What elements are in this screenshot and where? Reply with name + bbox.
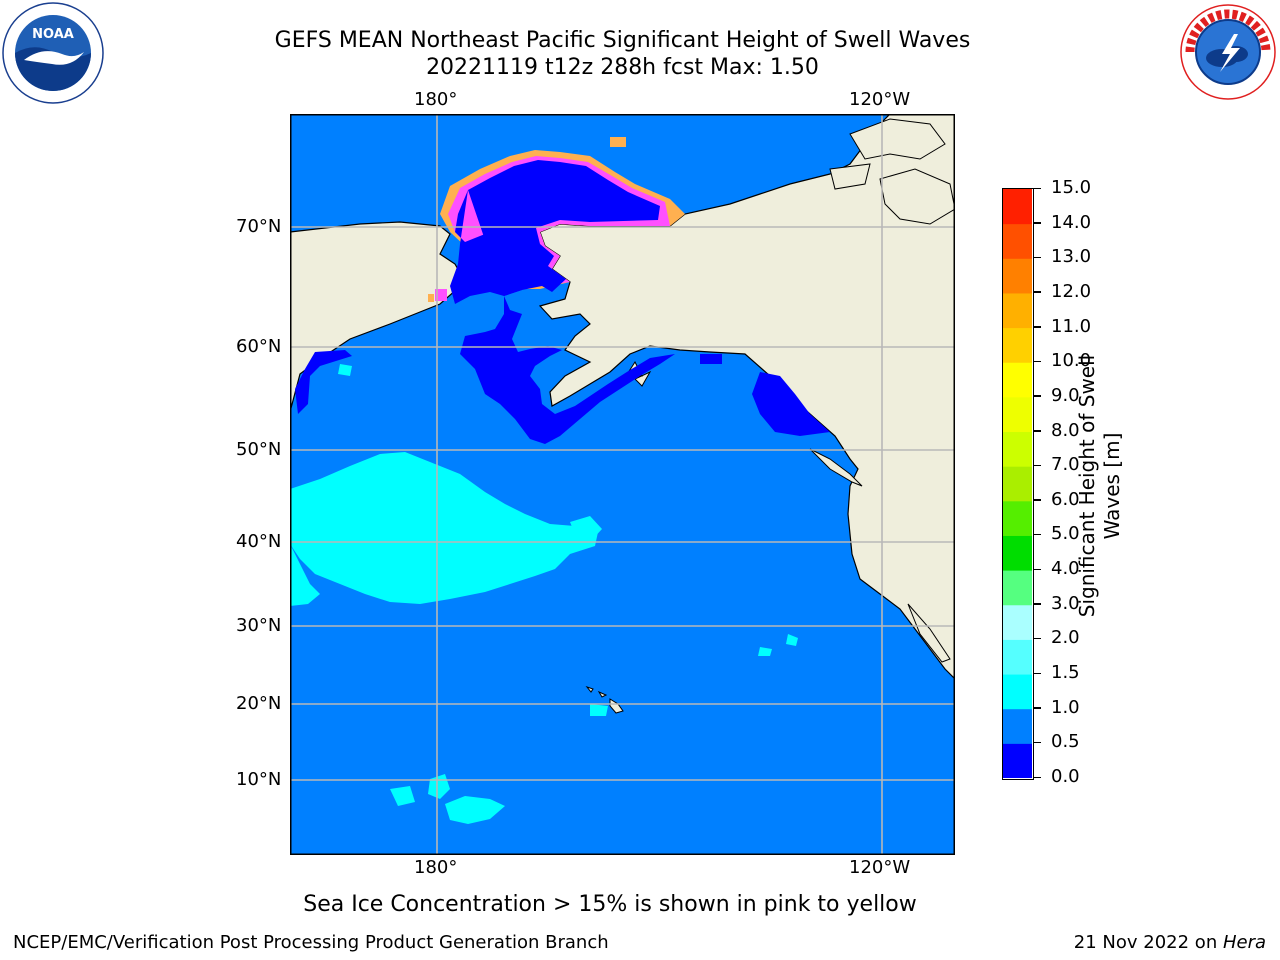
lat-tick-10n: 10°N bbox=[236, 769, 282, 790]
lon-tick-top-120w: 120°W bbox=[849, 89, 911, 110]
colorbar-swatch-0 bbox=[1003, 743, 1032, 779]
colorbar-tick-label: 1.0 bbox=[1051, 696, 1080, 718]
colorbar-tick-mark bbox=[1034, 256, 1041, 259]
colorbar-tick-label: 12.0 bbox=[1051, 280, 1092, 302]
land-masses bbox=[289, 113, 956, 714]
colorbar-swatch-7 bbox=[1003, 500, 1032, 536]
lat-tick-20n: 20°N bbox=[236, 693, 282, 714]
colorbar-tick-label: 0.5 bbox=[1051, 731, 1080, 753]
colorbar-tick-mark bbox=[1034, 395, 1041, 397]
map-frame bbox=[290, 114, 955, 855]
colorbar-swatch-1 bbox=[1003, 708, 1032, 744]
colorbar-swatch-14 bbox=[1003, 258, 1032, 294]
colorbar-tick-mark bbox=[1034, 776, 1041, 778]
lat-tick-40n: 40°N bbox=[236, 531, 282, 552]
colorbar-tick-label: 0.0 bbox=[1051, 766, 1080, 787]
lon-tick-bottom-120w: 120°W bbox=[849, 857, 911, 878]
swell-field-0-0.5 bbox=[295, 160, 830, 444]
colorbar-ticks: 15.0 14.0 13.0 12.0 11.0 10.0 9.0 8.0 7.0 6.0 5.0 4… bbox=[1034, 177, 1104, 790]
colorbar-tick-mark bbox=[1034, 637, 1041, 640]
colorbar-tick-label: 14.0 bbox=[1051, 211, 1092, 233]
colorbar-tick-label: 8.0 bbox=[1051, 419, 1080, 441]
footer-producer: NCEP/EMC/Verification Post Processing Pr… bbox=[13, 932, 609, 953]
colorbar-label-line1: Significant Height of Swell bbox=[1075, 354, 1099, 618]
colorbar-swatch-3 bbox=[1003, 639, 1032, 675]
colorbar-tick-label: 2.0 bbox=[1051, 627, 1080, 649]
colorbar-tick-mark bbox=[1034, 464, 1041, 467]
colorbar-tick-mark bbox=[1034, 603, 1041, 605]
colorbar-tick-mark bbox=[1034, 291, 1041, 293]
colorbar-swatch-4 bbox=[1003, 604, 1032, 640]
footer-date-text: 21 Nov 2022 on bbox=[1073, 932, 1223, 953]
colorbar-tick-mark bbox=[1034, 672, 1041, 675]
sea-ice-caption: Sea Ice Concentration > 15% is shown in … bbox=[303, 892, 917, 917]
footer-date: 21 Nov 2022 on Hera bbox=[1074, 932, 1266, 954]
colorbar-tick-mark bbox=[1034, 360, 1041, 363]
colorbar-swatch-6 bbox=[1003, 535, 1032, 571]
colorbar-tick-label: 6.0 bbox=[1051, 488, 1080, 510]
nws-logo bbox=[1178, 2, 1278, 102]
colorbar-tick-label: 11.0 bbox=[1051, 315, 1092, 337]
chart-subtitle: 20221119 t12z 288h fcst Max: 1.50 bbox=[426, 55, 819, 80]
lat-tick-70n: 70°N bbox=[236, 216, 282, 237]
graticule bbox=[290, 114, 955, 855]
colorbar-swatch-10 bbox=[1003, 396, 1032, 433]
colorbar-tick-mark bbox=[1034, 326, 1041, 328]
colorbar-swatch-9 bbox=[1003, 431, 1032, 467]
colorbar-swatch-8 bbox=[1003, 466, 1032, 502]
colorbar-tick-mark bbox=[1034, 499, 1041, 501]
colorbar-tick-mark bbox=[1034, 741, 1041, 744]
lat-tick-60n: 60°N bbox=[236, 336, 282, 357]
colorbar-tick-label: 1.5 bbox=[1051, 662, 1080, 684]
colorbar-swatch-16 bbox=[1003, 189, 1032, 225]
swell-field-1.0-1.5 bbox=[290, 364, 798, 824]
colorbar-tick-label: 13.0 bbox=[1051, 246, 1092, 268]
map-panel bbox=[289, 113, 956, 855]
colorbar-swatch-11 bbox=[1003, 362, 1032, 398]
colorbar-tick-mark bbox=[1034, 568, 1041, 571]
colorbar-swatch-5 bbox=[1003, 570, 1032, 606]
colorbar-tick-label: 4.0 bbox=[1051, 558, 1080, 580]
colorbar-label-line2: Waves [m] bbox=[1100, 432, 1124, 540]
lon-tick-top-180: 180° bbox=[414, 89, 458, 110]
chart-title: GEFS MEAN Northeast Pacific Significant … bbox=[274, 28, 971, 53]
colorbar-tick-mark bbox=[1034, 430, 1041, 432]
footer-machine: Hera bbox=[1222, 932, 1266, 953]
noaa-logo: NOAA bbox=[2, 2, 104, 104]
lon-tick-bottom-180: 180° bbox=[414, 857, 458, 878]
colorbar-swatch-12 bbox=[1003, 327, 1032, 363]
colorbar-swatches bbox=[1003, 189, 1032, 779]
colorbar-tick-label: 9.0 bbox=[1051, 384, 1080, 406]
colorbar-swatch-15 bbox=[1003, 223, 1032, 259]
colorbar-tick-label: 7.0 bbox=[1051, 454, 1080, 476]
colorbar-tick-label: 3.0 bbox=[1051, 592, 1080, 614]
lat-tick-50n: 50°N bbox=[236, 439, 282, 460]
colorbar-tick-label: 10.0 bbox=[1051, 350, 1092, 372]
colorbar-swatch-13 bbox=[1003, 292, 1032, 329]
colorbar bbox=[1002, 188, 1034, 780]
lat-tick-30n: 30°N bbox=[236, 615, 282, 636]
colorbar-tick-label: 5.0 bbox=[1051, 523, 1080, 545]
noaa-logo-text: NOAA bbox=[32, 27, 74, 42]
colorbar-tick-mark bbox=[1034, 533, 1041, 536]
colorbar-tick-mark bbox=[1034, 707, 1041, 709]
colorbar-tick-mark bbox=[1034, 222, 1041, 224]
colorbar-tick-label: 15.0 bbox=[1051, 177, 1092, 198]
colorbar-swatch-2 bbox=[1003, 674, 1032, 710]
colorbar-tick-mark bbox=[1034, 187, 1041, 189]
